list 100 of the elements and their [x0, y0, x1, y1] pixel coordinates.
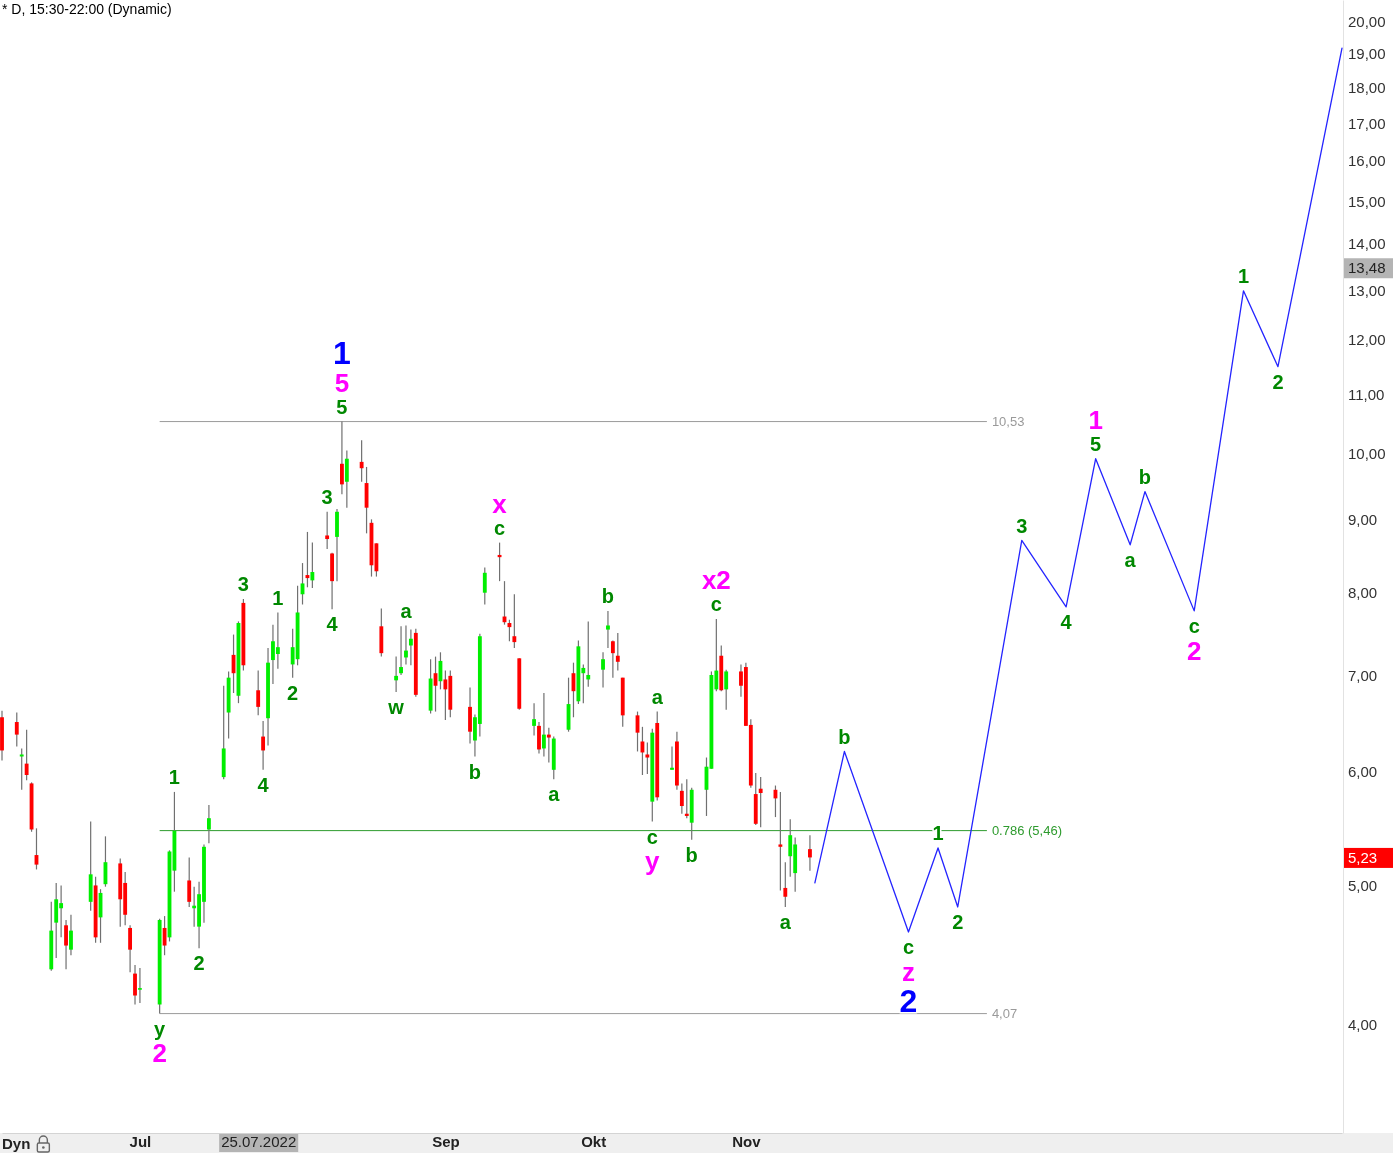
y-tick-label: 11,00	[1348, 385, 1385, 403]
annotation: 5	[336, 395, 348, 418]
candlestick	[808, 834, 812, 872]
annotation: b	[601, 585, 615, 608]
y-tick-label: 6,00	[1348, 763, 1378, 781]
annotation: b	[685, 844, 698, 867]
annotation: c	[494, 516, 506, 539]
annotation: a	[779, 911, 792, 934]
candlestick	[394, 656, 399, 693]
candlestick	[399, 625, 403, 676]
candlestick	[615, 632, 620, 672]
x-tick-label: 25.07.2022	[221, 1132, 297, 1150]
annotation: 2	[287, 681, 299, 704]
candlestick	[645, 741, 650, 775]
annotation: c	[710, 593, 722, 616]
y-tick-label: 4,00	[1348, 1015, 1378, 1033]
candlestick	[546, 727, 551, 764]
x-tick-label: Jul	[129, 1132, 152, 1150]
chart-title: * D, 15:30-22:00 (Dynamic)	[2, 1, 172, 17]
candlestick	[344, 450, 349, 509]
x-tick-label: Sep	[432, 1132, 460, 1150]
annotation: c	[646, 825, 658, 848]
candlestick	[778, 791, 783, 892]
y-tick-label: 13,00	[1348, 281, 1386, 299]
y-tick-label: 5,00	[1348, 876, 1378, 894]
ref-line-label: 4,07	[991, 1006, 1018, 1022]
candlestick	[610, 639, 615, 679]
candlestick	[670, 745, 674, 771]
candlestick	[541, 692, 546, 758]
y-tick-label: 17,00	[1348, 114, 1386, 132]
annotation: a	[400, 599, 413, 622]
annotation: 2	[1186, 635, 1202, 666]
y-tick-label: 18,00	[1348, 78, 1386, 96]
candlestick	[512, 593, 517, 649]
candlestick	[133, 964, 137, 1006]
text: Dyn	[2, 1135, 31, 1152]
candlestick	[606, 610, 610, 649]
candlestick	[404, 624, 408, 666]
annotation: 4	[257, 774, 270, 797]
y-tick-label: 19,00	[1348, 45, 1386, 63]
candlestick	[340, 420, 344, 495]
candlestick	[19, 747, 24, 791]
annotation: y	[154, 1017, 167, 1040]
annotation: 4	[1060, 611, 1073, 634]
candlestick	[14, 711, 19, 748]
candlestick	[206, 804, 211, 844]
candlestick	[532, 702, 536, 737]
candlestick	[783, 861, 788, 908]
y-tick-label: 7,00	[1348, 667, 1378, 685]
y-tick-label: 9,00	[1348, 510, 1378, 528]
annotation: 3	[237, 573, 249, 596]
annotation: 3	[1016, 514, 1028, 537]
annotation: b	[1138, 465, 1152, 488]
candlestick	[256, 669, 261, 716]
candlestick	[261, 720, 266, 771]
candlestick	[359, 439, 364, 483]
annotation: 2	[193, 952, 205, 975]
annotation: 3	[321, 485, 333, 508]
candlestick	[408, 628, 413, 666]
y-tick-label: 13,48	[1348, 259, 1386, 277]
ref-line-label: 10,53	[991, 414, 1025, 430]
annotation: 1	[1088, 404, 1103, 435]
candlestick	[758, 776, 763, 828]
annotation: x	[492, 488, 508, 519]
candlestick	[482, 566, 487, 606]
annotation: 1	[1237, 265, 1250, 287]
y-tick-label: 15,00	[1348, 192, 1386, 210]
y-tick-label: 14,00	[1348, 235, 1386, 253]
candlestick	[69, 914, 73, 956]
annotation: y	[645, 846, 661, 877]
annotation: a	[548, 783, 561, 806]
candlestick	[187, 856, 192, 908]
annotation: b	[468, 760, 482, 783]
candlestick	[325, 511, 330, 550]
candlestick	[586, 620, 591, 688]
candlestick	[138, 967, 142, 1004]
candlestick	[275, 611, 280, 670]
annotation: a	[651, 685, 664, 708]
candlestick	[24, 729, 29, 781]
y-tick-label: 16,00	[1348, 152, 1386, 170]
y-tick-label: 20,00	[1348, 13, 1386, 31]
annotation: c	[902, 936, 915, 959]
annotation: 4	[326, 613, 339, 636]
annotation: c	[1188, 615, 1200, 638]
annotation: w	[387, 696, 405, 719]
line-series	[814, 47, 1343, 933]
candlestick	[679, 782, 684, 815]
y-tick-label: 5,23	[1348, 848, 1378, 866]
candlestick	[128, 924, 133, 973]
x-tick-label: Okt	[581, 1132, 607, 1150]
annotation: 1	[272, 586, 284, 609]
candlestick	[310, 542, 315, 589]
ref-line-label: 0.786 (5,46)	[991, 823, 1063, 839]
candlestick	[724, 669, 729, 711]
y-tick-label: 8,00	[1348, 584, 1378, 602]
annotation: 2	[1272, 370, 1284, 393]
x-tick-label: Nov	[732, 1132, 762, 1150]
annotation: x2	[701, 564, 731, 595]
y-tick-label: 10,00	[1348, 445, 1386, 463]
candlestick	[443, 669, 448, 721]
